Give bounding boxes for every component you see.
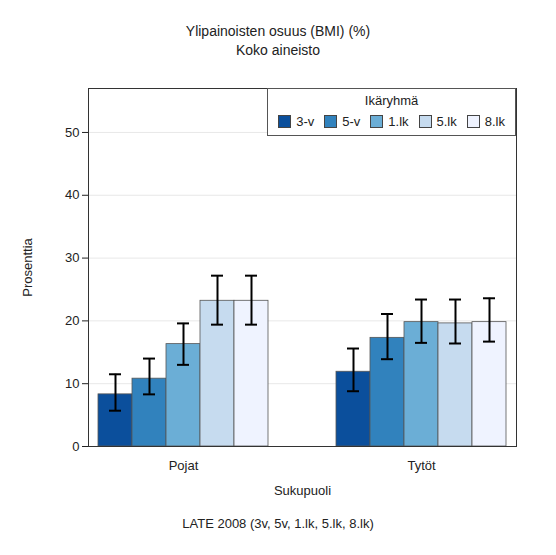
html-text:LATE 2008 (3v, 5v, 1.lk, 5.lk,: LATE 2008 (3v, 5v, 1.lk, 5.lk, 8.lk)	[182, 516, 374, 531]
svg-text:0: 0	[72, 439, 79, 454]
html-text:5-v: 5-v	[342, 114, 361, 129]
html-text:8.lk: 8.lk	[484, 114, 505, 129]
svg-text:30: 30	[65, 250, 79, 265]
html-text:5.lk: 5.lk	[436, 114, 457, 129]
svg-text:10: 10	[65, 376, 79, 391]
html-text:1.lk: 1.lk	[388, 114, 409, 129]
html-text:3-v: 3-v	[296, 114, 315, 129]
svg-text:40: 40	[65, 187, 79, 202]
svg-text:50: 50	[65, 125, 79, 140]
svg-text:20: 20	[65, 313, 79, 328]
svg-text:Pojat: Pojat	[169, 458, 199, 473]
svg-text:Prosenttia: Prosenttia	[20, 237, 35, 296]
html-text:Ikäryhmä: Ikäryhmä	[364, 93, 419, 108]
svg-text:Tytöt: Tytöt	[407, 458, 436, 473]
html-text:Ylipainoisten osuus (BMI) (%): Ylipainoisten osuus (BMI) (%)	[185, 23, 371, 39]
svg-text:Sukupuoli: Sukupuoli	[274, 483, 331, 498]
html-text:Koko aineisto: Koko aineisto	[236, 42, 320, 58]
